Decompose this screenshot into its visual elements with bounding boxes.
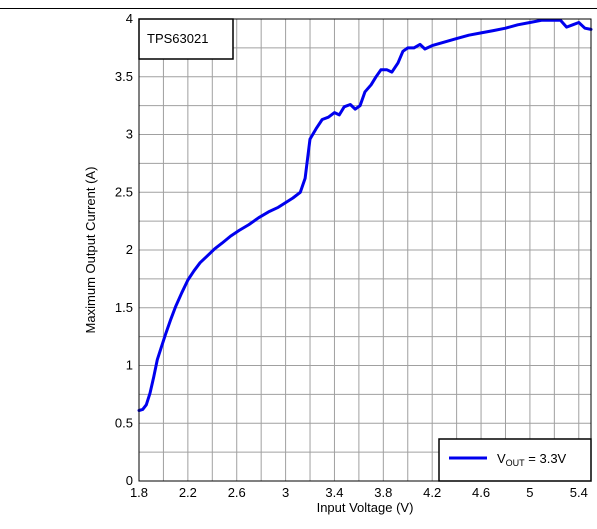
- y-tick-label: 3: [126, 127, 133, 142]
- annotation-box: TPS63021: [138, 18, 234, 60]
- x-tick-label: 3.4: [325, 485, 343, 500]
- plot-frame: [138, 18, 592, 482]
- x-tick-label: 2.6: [228, 485, 246, 500]
- y-tick-labels: 0 0.5 1 1.5 2 2.5 3 3.5 4: [115, 11, 133, 488]
- series-group: [137, 18, 593, 412]
- annotation-text: TPS63021: [147, 31, 208, 46]
- x-tick-label: 3.8: [374, 485, 392, 500]
- top-rule: [0, 8, 597, 9]
- legend-label: VOUT = 3.3V: [497, 451, 567, 468]
- y-tick-label: 3.5: [115, 69, 133, 84]
- x-tick-label: 4.2: [423, 485, 441, 500]
- x-tick-label: 2.2: [179, 485, 197, 500]
- x-tick-labels: 1.8 2.2 2.6 3 3.4 3.8 4.2 4.6 5 5.4: [130, 485, 588, 500]
- x-tick-label: 5.4: [570, 485, 588, 500]
- x-tick-label: 5: [526, 485, 533, 500]
- y-tick-label: 4: [126, 11, 133, 26]
- grid: [139, 19, 591, 481]
- series-line: [137, 18, 593, 412]
- y-tick-label: 1: [126, 358, 133, 373]
- y-tick-label: 1.5: [115, 300, 133, 315]
- x-tick-label: 4.6: [472, 485, 490, 500]
- x-tick-label: 1.8: [130, 485, 148, 500]
- y-axis-label: Maximum Output Current (A): [83, 167, 98, 334]
- y-tick-label: 2: [126, 242, 133, 257]
- y-tick-label: 2.5: [115, 184, 133, 199]
- x-tick-label: 3: [282, 485, 289, 500]
- y-tick-label: 0.5: [115, 415, 133, 430]
- y-tick-label: 0: [126, 473, 133, 488]
- legend: VOUT = 3.3V: [438, 438, 592, 482]
- x-axis-label: Input Voltage (V): [317, 500, 414, 515]
